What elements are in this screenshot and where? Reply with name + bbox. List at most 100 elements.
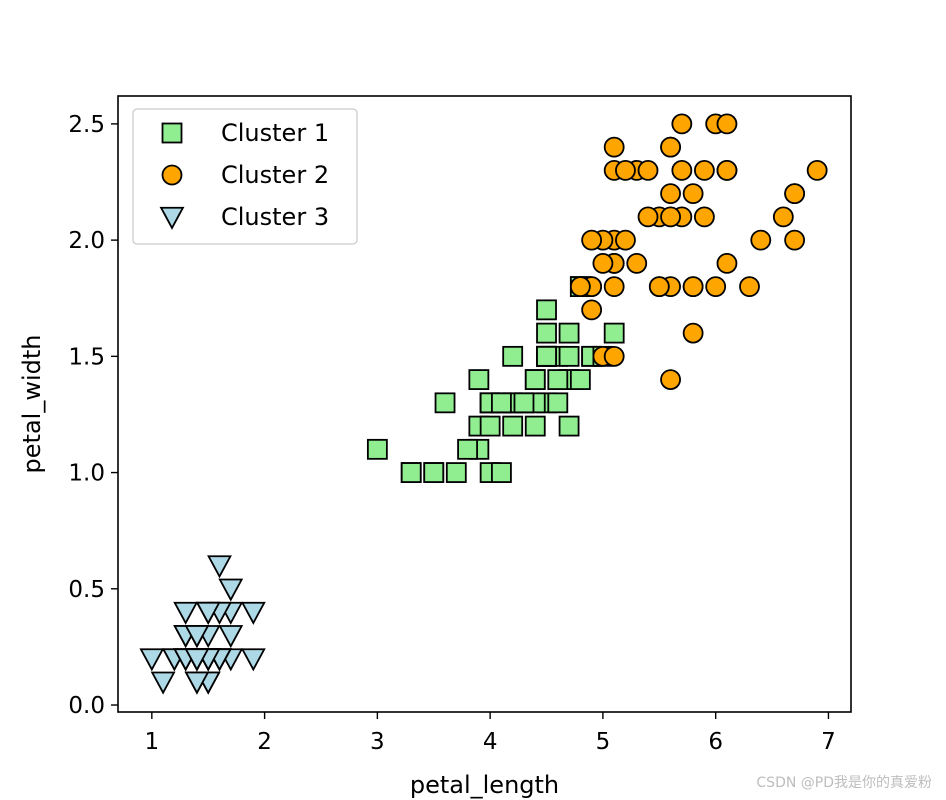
x-tick-label: 7 <box>821 729 836 755</box>
data-point <box>536 322 557 344</box>
data-point <box>660 206 681 228</box>
data-point <box>513 392 535 414</box>
data-point <box>240 601 266 625</box>
data-point <box>558 415 580 437</box>
data-point <box>581 229 603 251</box>
data-point <box>784 229 806 251</box>
data-point <box>218 625 244 649</box>
data-point <box>524 415 546 437</box>
data-point <box>682 183 704 205</box>
data-point <box>716 113 738 135</box>
plot-frame <box>117 95 852 713</box>
data-point <box>184 648 210 672</box>
data-point <box>615 229 636 251</box>
data-point <box>536 345 557 367</box>
x-tick-label: 3 <box>370 729 385 755</box>
x-axis-label: petal_length <box>410 771 559 799</box>
data-point <box>660 183 681 205</box>
y-tick-label: 0.5 <box>68 577 105 603</box>
data-point <box>558 322 580 344</box>
data-point <box>423 462 445 483</box>
data-point <box>173 601 199 625</box>
data-point <box>479 415 501 437</box>
data-point <box>524 369 546 390</box>
data-point <box>784 183 806 205</box>
legend-label: Cluster 3 <box>221 203 329 231</box>
data-point <box>592 252 614 274</box>
y-axis-label: petal_width <box>18 335 46 474</box>
x-tick-label: 4 <box>483 729 498 755</box>
x-tick-label: 6 <box>708 729 723 755</box>
data-point <box>536 299 557 321</box>
data-point <box>502 345 524 367</box>
data-point <box>569 369 591 390</box>
y-tick-label: 2.5 <box>68 112 105 138</box>
y-tick-label: 1.5 <box>68 344 105 370</box>
data-point <box>682 276 704 298</box>
data-point <box>603 276 625 298</box>
data-point <box>637 159 659 181</box>
data-point <box>671 113 693 135</box>
data-point <box>558 345 580 367</box>
data-point <box>648 276 670 298</box>
data-point <box>705 276 727 298</box>
data-point <box>547 392 569 414</box>
data-point <box>207 555 232 579</box>
data-point <box>184 671 210 695</box>
data-point <box>139 648 165 672</box>
x-tick-label: 2 <box>257 729 272 755</box>
series-3 <box>139 555 266 695</box>
x-tick-label: 1 <box>145 729 160 755</box>
data-point <box>468 369 490 390</box>
data-point <box>195 601 221 625</box>
data-point <box>660 136 681 158</box>
legend-box <box>132 108 358 245</box>
legend: Cluster 1 Cluster 2 Cluster 3 <box>132 108 358 245</box>
data-point <box>366 438 388 460</box>
data-point <box>716 159 738 181</box>
data-point <box>434 392 456 414</box>
y-tick-label: 0.0 <box>68 693 105 719</box>
data-point <box>626 252 648 274</box>
data-point <box>716 252 738 274</box>
data-point <box>502 415 524 437</box>
series-2 <box>569 113 828 390</box>
data-point <box>772 206 794 228</box>
data-point <box>218 578 244 602</box>
data-point <box>603 345 625 367</box>
data-point <box>184 625 210 649</box>
data-point <box>806 159 828 181</box>
watermark: CSDN @PD我是你的真爱粉 <box>756 775 932 791</box>
legend-label: Cluster 1 <box>221 119 329 147</box>
y-tick-label: 1.0 <box>68 461 105 487</box>
x-tick-label: 5 <box>596 729 611 755</box>
data-point <box>750 229 772 251</box>
legend-marker <box>161 164 183 186</box>
data-point <box>603 322 625 344</box>
data-point <box>491 462 512 483</box>
data-point <box>694 206 715 228</box>
data-point <box>240 648 266 672</box>
data-point <box>671 159 693 181</box>
data-point <box>660 369 681 390</box>
data-point <box>739 276 760 298</box>
data-point <box>682 322 704 344</box>
data-point <box>491 392 512 414</box>
data-point <box>637 206 659 228</box>
legend-label: Cluster 2 <box>221 161 329 189</box>
data-point <box>150 671 176 695</box>
data-point <box>445 462 467 483</box>
points-layer <box>139 113 828 695</box>
y-axis: 0.0 0.5 1.0 1.5 2.0 2.5 <box>68 112 118 719</box>
data-point <box>615 159 636 181</box>
y-tick-label: 2.0 <box>68 228 105 254</box>
legend-marker <box>161 122 183 144</box>
data-point <box>400 462 422 483</box>
data-point <box>547 369 569 390</box>
data-point <box>569 276 591 298</box>
data-point <box>694 159 715 181</box>
legend-marker <box>159 206 185 230</box>
data-point <box>581 299 603 321</box>
data-point <box>457 438 478 460</box>
